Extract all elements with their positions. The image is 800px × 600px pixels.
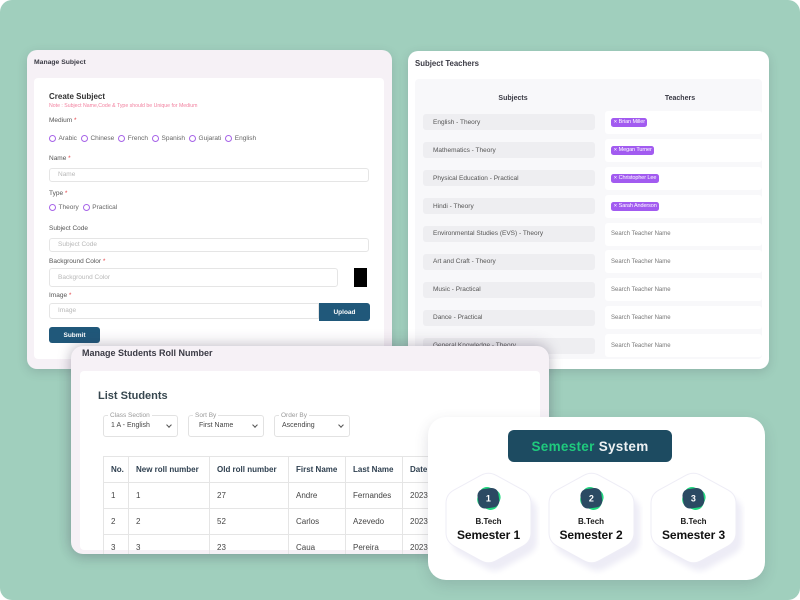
svg-text:3: 3 bbox=[691, 494, 696, 504]
svg-text:2: 2 bbox=[588, 494, 593, 504]
svg-text:1: 1 bbox=[486, 494, 491, 504]
